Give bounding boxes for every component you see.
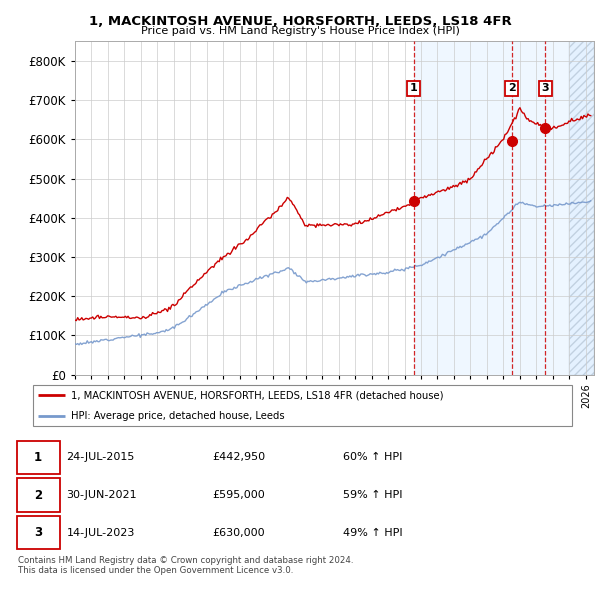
Text: Price paid vs. HM Land Registry's House Price Index (HPI): Price paid vs. HM Land Registry's House … xyxy=(140,26,460,36)
Text: 59% ↑ HPI: 59% ↑ HPI xyxy=(343,490,403,500)
Text: 3: 3 xyxy=(541,83,549,93)
Text: 2: 2 xyxy=(508,83,515,93)
Text: 24-JUL-2015: 24-JUL-2015 xyxy=(67,453,135,462)
Bar xyxy=(414,41,594,375)
FancyBboxPatch shape xyxy=(17,478,59,512)
FancyBboxPatch shape xyxy=(17,441,59,474)
FancyBboxPatch shape xyxy=(33,385,572,426)
Text: 1: 1 xyxy=(410,83,418,93)
FancyBboxPatch shape xyxy=(17,516,59,549)
Text: HPI: Average price, detached house, Leeds: HPI: Average price, detached house, Leed… xyxy=(71,411,284,421)
Text: £442,950: £442,950 xyxy=(212,453,265,462)
Text: 1, MACKINTOSH AVENUE, HORSFORTH, LEEDS, LS18 4FR (detached house): 1, MACKINTOSH AVENUE, HORSFORTH, LEEDS, … xyxy=(71,390,443,400)
Text: 14-JUL-2023: 14-JUL-2023 xyxy=(67,528,135,537)
Text: 1, MACKINTOSH AVENUE, HORSFORTH, LEEDS, LS18 4FR: 1, MACKINTOSH AVENUE, HORSFORTH, LEEDS, … xyxy=(89,15,511,28)
Bar xyxy=(569,41,594,375)
Text: 60% ↑ HPI: 60% ↑ HPI xyxy=(343,453,402,462)
Text: 2: 2 xyxy=(34,489,42,502)
Text: 49% ↑ HPI: 49% ↑ HPI xyxy=(343,528,403,537)
Text: 30-JUN-2021: 30-JUN-2021 xyxy=(67,490,137,500)
Text: £595,000: £595,000 xyxy=(212,490,265,500)
Text: £630,000: £630,000 xyxy=(212,528,265,537)
Text: 3: 3 xyxy=(34,526,42,539)
Text: This data is licensed under the Open Government Licence v3.0.: This data is licensed under the Open Gov… xyxy=(18,566,293,575)
Text: 1: 1 xyxy=(34,451,42,464)
Text: Contains HM Land Registry data © Crown copyright and database right 2024.: Contains HM Land Registry data © Crown c… xyxy=(18,556,353,565)
